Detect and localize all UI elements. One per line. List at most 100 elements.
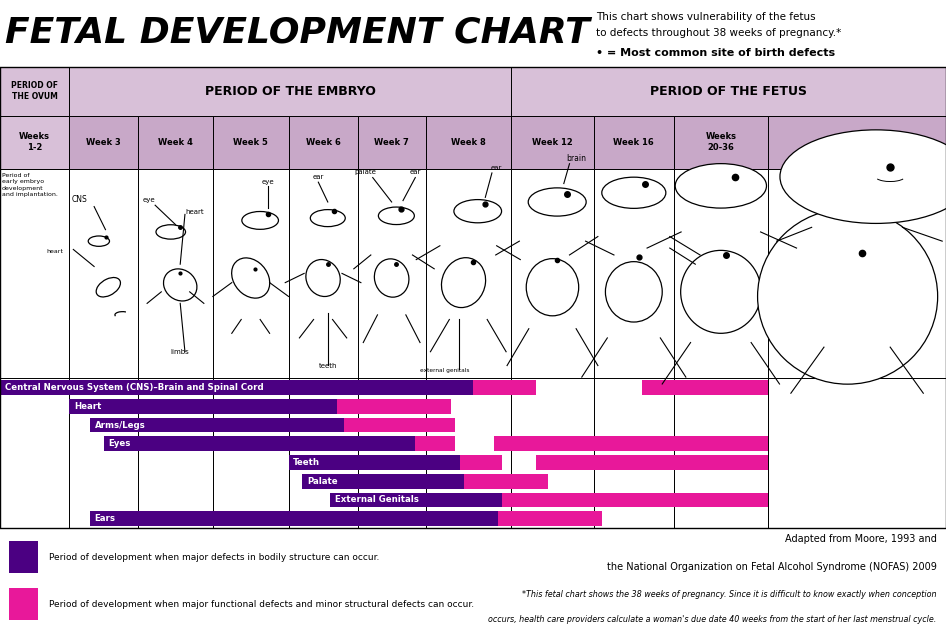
Bar [768,168,946,378]
Bar [90,511,498,526]
Text: FETAL DEVELOPMENT CHART: FETAL DEVELOPMENT CHART [5,15,589,49]
Bar [511,67,946,116]
Text: *This fetal chart shows the 38 weeks of pregnancy. Since it is difficult to know: *This fetal chart shows the 38 weeks of … [522,589,937,598]
Bar [502,493,540,508]
Text: to defects throughout 38 weeks of pregnancy.*: to defects throughout 38 weeks of pregna… [596,28,841,38]
Text: Week 8: Week 8 [451,138,485,147]
Text: brain: brain [566,154,587,163]
Bar [464,474,549,488]
Text: Central Nervous System (CNS)–Brain and Spinal Cord: Central Nervous System (CNS)–Brain and S… [5,383,263,392]
Ellipse shape [605,262,662,322]
Text: Weeks
1-2: Weeks 1-2 [19,132,50,152]
Text: heart: heart [46,249,62,253]
Ellipse shape [681,250,761,333]
Bar [594,168,674,378]
Circle shape [780,130,946,223]
Text: Week 12: Week 12 [532,138,573,147]
Text: Eyes: Eyes [108,439,131,448]
Bar [358,378,426,528]
Bar [90,418,343,433]
Ellipse shape [375,259,409,297]
Text: ear: ear [312,174,324,180]
Circle shape [88,236,110,246]
Text: Weeks
20-36: Weeks 20-36 [706,132,736,152]
Bar [511,116,594,168]
Bar [674,116,768,168]
Text: Week 38: Week 38 [837,138,877,147]
Circle shape [378,207,414,225]
Bar [138,116,213,168]
Bar [674,168,768,378]
Text: PERIOD OF THE EMBRYO: PERIOD OF THE EMBRYO [204,85,376,98]
Bar [535,455,768,470]
Text: the National Organization on Fetal Alcohol Syndrome (NOFAS) 2009: the National Organization on Fetal Alcoh… [606,562,937,572]
Bar [213,116,289,168]
Bar [768,116,946,168]
Text: Week 4: Week 4 [158,138,193,147]
Bar [0,116,69,168]
Bar [460,455,502,470]
Bar [415,436,455,451]
Bar [213,168,289,378]
Bar [472,380,535,395]
Bar [0,116,69,168]
Text: • = Most common site of birth defects: • = Most common site of birth defects [596,49,835,58]
Circle shape [454,200,501,223]
Circle shape [675,164,766,208]
Bar [343,418,455,433]
Bar [0,67,69,116]
Text: external genitals: external genitals [420,369,469,374]
Text: Teeth: Teeth [293,458,321,467]
Bar [426,168,511,378]
Bar [641,380,768,395]
Text: Adapted from Moore, 1993 and: Adapted from Moore, 1993 and [784,534,937,543]
Ellipse shape [164,269,197,301]
Text: palate: palate [354,170,377,175]
Ellipse shape [758,209,937,384]
Bar [69,399,337,413]
Text: heart: heart [185,209,203,214]
Bar [540,493,768,508]
Bar [289,116,358,168]
Ellipse shape [232,258,270,298]
Ellipse shape [442,258,485,308]
Bar [9,589,38,620]
Text: limbs: limbs [171,349,189,355]
Text: teeth: teeth [319,363,337,369]
Bar [594,378,674,528]
Text: ear: ear [491,164,502,171]
Bar [69,116,138,168]
Bar [768,378,946,528]
Ellipse shape [306,260,341,296]
Text: Week 16: Week 16 [613,138,655,147]
Bar [69,67,511,116]
Text: CNS: CNS [72,195,88,204]
Text: occurs, health care providers calculate a woman's due date 40 weeks from the sta: occurs, health care providers calculate … [488,616,937,625]
Bar [289,168,358,378]
Ellipse shape [526,259,579,316]
Bar [138,378,213,528]
Bar [594,116,674,168]
Text: Ears: Ears [95,514,115,523]
Bar [103,436,415,451]
Text: Palate: Palate [307,477,338,486]
Bar [289,378,358,528]
Bar [426,378,511,528]
Bar [0,378,69,528]
Bar [303,474,464,488]
Bar [69,168,138,378]
Text: Week 6: Week 6 [306,138,341,147]
Text: Week 7: Week 7 [375,138,409,147]
Bar [9,541,38,573]
Bar [138,168,213,378]
Bar [358,116,426,168]
Text: Period of development when major functional defects and minor structural defects: Period of development when major functio… [49,600,474,609]
Text: PERIOD OF
THE OVUM: PERIOD OF THE OVUM [11,81,58,102]
Bar [674,378,768,528]
Circle shape [156,225,185,239]
Text: Period of development when major defects in bodily structure can occur.: Period of development when major defects… [49,552,379,562]
Circle shape [602,177,666,209]
Ellipse shape [96,278,120,297]
Bar [358,168,426,378]
Bar [330,493,502,508]
